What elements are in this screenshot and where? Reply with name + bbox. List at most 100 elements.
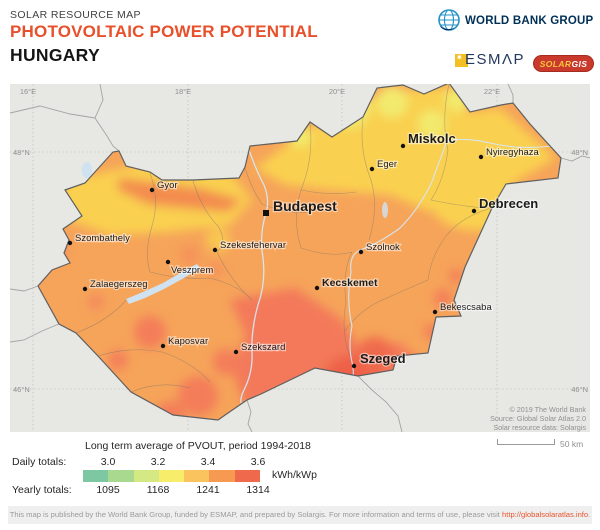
city-gyor: Gyor [149, 179, 179, 193]
graticule-label: 18°E [175, 87, 191, 96]
solargis-wordmark-left: SOLAR [539, 58, 572, 69]
city-kecskemet: Kecskemet [314, 276, 379, 291]
footer-bar: This map is published by the World Bank … [8, 506, 592, 524]
city-label: Bekescsaba [440, 302, 492, 313]
scale-bar [497, 439, 555, 445]
rivers [240, 138, 553, 404]
city-debrecen: Debrecen [471, 195, 540, 214]
graticule-label: 46°N [13, 385, 30, 394]
city-marker [149, 187, 155, 193]
city-label: Zalaegerszeg [90, 279, 148, 290]
city-markers: Gyor Miskolc Nyiregyhaza Eger Debrecen Budape… [67, 130, 541, 369]
graticule-label: 22°E [484, 87, 500, 96]
footer-text-end: . [588, 510, 591, 519]
city-label: Nyiregyhaza [486, 147, 540, 158]
city-marker [400, 143, 406, 149]
city-bekescsaba: Bekescsaba [432, 301, 494, 315]
lake-tisza [382, 202, 388, 218]
footer-link[interactable]: http://globalsolaratlas.info [502, 510, 589, 519]
legend-tick: 3.2 [150, 456, 166, 468]
graticule-label: 20°E [329, 87, 345, 96]
graticule-label: 46°N [571, 385, 588, 394]
esmap-sun-icon [455, 53, 468, 67]
map-kicker: SOLAR RESOURCE MAP [10, 9, 141, 21]
city-label: Szekesfehervar [220, 240, 286, 251]
lake-balaton [126, 264, 200, 304]
city-eger: Eger [369, 158, 398, 172]
city-marker [165, 259, 171, 265]
city-nyiregyhaza: Nyiregyhaza [478, 146, 541, 160]
legend-segment [234, 470, 260, 482]
city-budapest: Budapest [263, 197, 338, 216]
legend-yearly-label: Yearly totals: [12, 484, 72, 496]
world-bank-globe-icon [438, 9, 460, 31]
city-marker [358, 249, 364, 255]
city-marker [67, 240, 73, 246]
city-marker [314, 285, 320, 291]
city-marker [432, 309, 438, 315]
solargis-wordmark-right: GIS [571, 58, 588, 69]
county-borders [75, 84, 493, 393]
city-marker [82, 286, 88, 292]
legend-segment [133, 470, 159, 482]
legend-daily-values: 3.0 3.2 3.4 3.6 [0, 456, 600, 470]
city-marker [478, 154, 484, 160]
city-kaposvar: Kaposvar [160, 335, 209, 349]
graticule-label: 48°N [13, 148, 30, 157]
city-label: Eger [377, 159, 397, 170]
legend-color-bar [83, 470, 260, 482]
legend-daily-label: Daily totals: [12, 456, 67, 468]
legend-tick: 1314 [246, 484, 270, 496]
city-marker [263, 210, 269, 216]
legend-yearly-values: 1095 1168 1241 1314 [0, 484, 600, 498]
legend-tick: 1241 [196, 484, 220, 496]
city-label: Szombathely [75, 233, 130, 244]
city-label: Szekszard [241, 342, 285, 353]
city-label: Szeged [360, 351, 406, 366]
legend-tick: 1168 [146, 484, 170, 496]
city-marker [160, 343, 166, 349]
legend-title: Long term average of PVOUT, period 1994-… [85, 440, 311, 452]
graticule-label: 48°N [571, 148, 588, 157]
copyright-line: Solar resource data: Solargis [493, 423, 586, 432]
legend-segment [108, 470, 134, 482]
city-szekszard: Szekszard [233, 341, 287, 354]
city-szombathely: Szombathely [67, 232, 131, 246]
hungary-border [37, 84, 562, 421]
graticule: 16°E 18°E 20°E 22°E 48°N 48°N 46°N 46°N [10, 84, 590, 432]
city-miskolc: Miskolc [400, 130, 457, 149]
lake-ferto [82, 162, 92, 178]
neighbor-borders [10, 84, 590, 432]
legend-tick: 3.6 [250, 456, 266, 468]
legend-segment [158, 470, 185, 482]
legend-unit: kWh/kWp [272, 469, 317, 481]
city-label: Kaposvar [168, 336, 208, 347]
legend-segment [209, 470, 235, 482]
city-label: Szolnok [366, 242, 400, 253]
city-szolnok: Szolnok [358, 241, 401, 255]
city-label: Miskolc [408, 131, 456, 146]
country-title: HUNGARY [10, 45, 100, 65]
city-marker [212, 247, 218, 253]
world-bank-wordmark: WORLD BANK GROUP [465, 15, 594, 27]
city-label: Kecskemet [322, 277, 378, 289]
city-zalaegerszeg: Zalaegerszeg [82, 278, 149, 292]
city-label: Budapest [273, 198, 337, 214]
solargis-logo: SOLAR GIS [533, 55, 594, 72]
legend-tick: 1095 [96, 484, 120, 496]
legend-tick: 3.4 [200, 456, 216, 468]
footer-text: This map is published by the World Bank … [9, 510, 503, 519]
copyright-line: Source: Global Solar Atlas 2.0 [490, 414, 586, 423]
legend-tick: 3.0 [100, 456, 116, 468]
city-marker [369, 166, 375, 172]
city-marker [351, 363, 357, 369]
esmap-wordmark: ESMΛP [465, 51, 526, 68]
scale-label: 50 km [560, 439, 584, 449]
city-label: Veszprem [171, 265, 213, 276]
page-title: PHOTOVOLTAIC POWER POTENTIAL [10, 22, 318, 41]
city-label: Debrecen [479, 196, 538, 211]
legend-segment [83, 470, 109, 482]
city-marker [471, 208, 477, 214]
copyright-line: © 2019 The World Bank [509, 405, 586, 414]
